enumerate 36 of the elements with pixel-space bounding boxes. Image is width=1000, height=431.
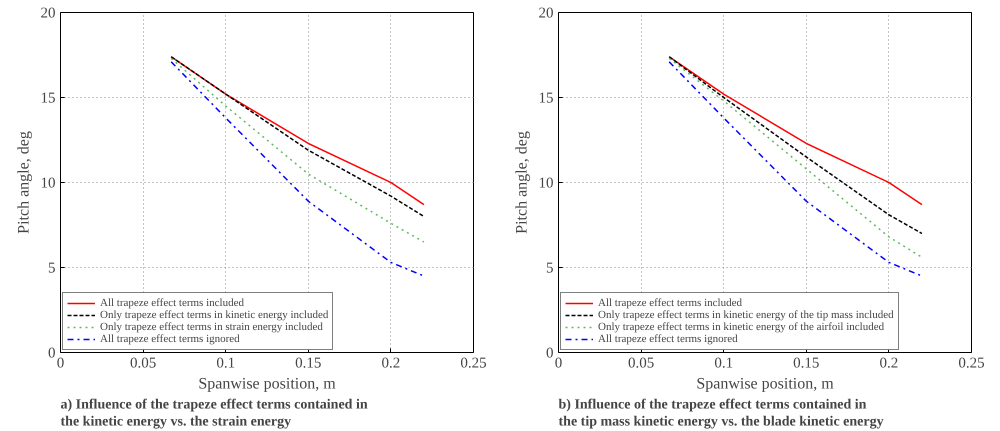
legend-label: All trapeze effect terms included xyxy=(598,297,742,309)
y-axis-title: Pitch angle, deg xyxy=(514,131,530,234)
legend-label: All trapeze effect terms ignored xyxy=(100,333,240,345)
legend-label: Only trapeze effect terms in strain energy included xyxy=(100,321,323,333)
y-tick-label: 5 xyxy=(48,260,56,276)
x-tick-label: 0.25 xyxy=(460,356,487,372)
x-tick-label: 0.2 xyxy=(880,356,898,372)
y-tick-label: 0 xyxy=(48,346,56,362)
x-tick-label: 0.25 xyxy=(958,356,985,372)
x-tick-label: 0.05 xyxy=(130,356,156,372)
x-tick-label: 0.2 xyxy=(382,356,400,372)
line-series xyxy=(170,61,425,277)
x-tick-label: 0.05 xyxy=(628,356,654,372)
x-tick-label: 0.1 xyxy=(714,356,734,372)
y-tick-label: 20 xyxy=(538,6,554,22)
y-tick-label: 20 xyxy=(40,6,56,22)
legend-label: All trapeze effect terms ignored xyxy=(598,333,738,345)
x-tick-label: 0.15 xyxy=(793,356,820,372)
y-tick-label: 15 xyxy=(538,90,554,106)
legend-label: All trapeze effect terms included xyxy=(100,297,244,309)
y-tick-label: 10 xyxy=(538,176,554,192)
text: a) Influence of the trapeze effect terms contained in the kinetic energy vs. the strain energy xyxy=(60,398,368,430)
x-tick-label: 0.15 xyxy=(295,356,322,372)
text: b) Influence of the trapeze effect terms contained in the tip mass kinetic energy vs. the blade kinetic energy xyxy=(558,398,884,430)
y-axis-title: Pitch angle, deg xyxy=(16,131,32,234)
line-series xyxy=(668,56,923,206)
y-tick-label: 15 xyxy=(40,90,56,106)
y-tick-label: 0 xyxy=(546,346,554,362)
y-tick-label: 10 xyxy=(40,176,56,192)
x-axis-title: Spanwise position, m xyxy=(198,376,336,392)
x-axis-title: Spanwise position, m xyxy=(696,376,834,392)
legend-label: Only trapeze effect terms in kinetic energy of the airfoil included xyxy=(598,321,884,333)
legend-label: Only trapeze effect terms in kinetic energy of the tip mass included xyxy=(598,309,894,321)
x-tick-label: 0.1 xyxy=(216,356,236,372)
legend-label: Only trapeze effect terms in kinetic energy included xyxy=(100,309,328,321)
y-tick-label: 5 xyxy=(546,260,554,276)
